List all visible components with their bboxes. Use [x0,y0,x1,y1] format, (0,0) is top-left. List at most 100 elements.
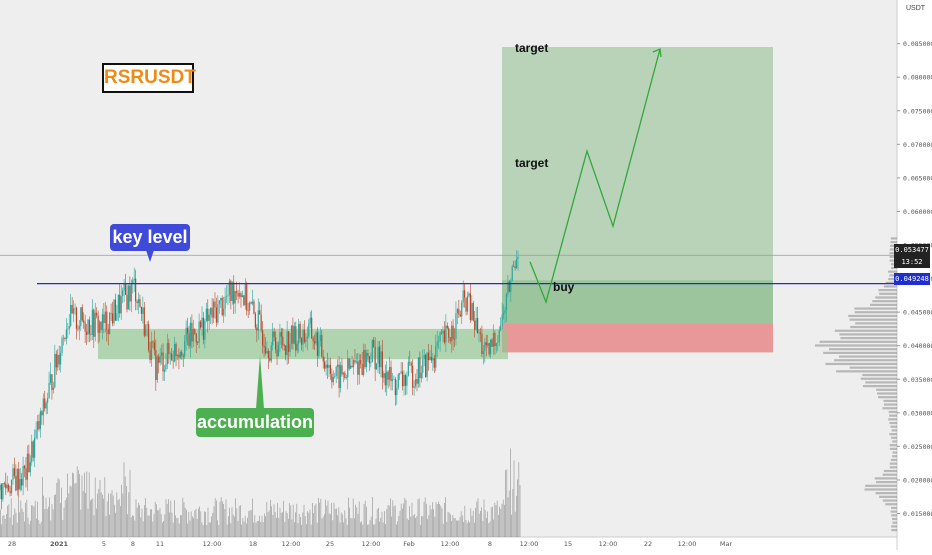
candle-body [159,355,161,363]
candle-body [303,329,306,343]
volume-bar [364,500,366,537]
volume-bar [75,482,77,537]
candle-body [495,343,497,347]
candle-body [218,300,220,305]
volume-bar [315,503,317,537]
volume-bar [228,516,229,537]
candle-body [337,364,339,367]
volume-bar [499,506,500,537]
volume-profile-bar [882,473,897,476]
y-tick-label: 0.025000 [903,443,932,451]
volume-bar [1,524,2,537]
candle-body [285,345,287,356]
volume-bar [456,520,457,537]
volume-bar [506,469,508,537]
volume-bar [513,460,515,537]
volume-bar [391,516,392,537]
volume-bar [97,493,98,537]
x-tick-label: 8 [488,540,492,548]
candle-body [107,329,109,335]
volume-profile-bar [872,300,897,303]
volume-bar [91,499,92,537]
candle-body [445,325,447,343]
volume-bar [292,504,294,537]
candle-body [262,330,264,346]
volume-profile-bar [882,499,897,502]
volume-bar [67,473,68,537]
candle-body [306,336,308,339]
volume-profile-bar [883,285,897,288]
y-tick-label: 0.080000 [903,74,932,82]
volume-bar [294,522,295,537]
volume-bar [277,503,278,537]
volume-bar [424,497,426,537]
volume-profile-bar [874,477,897,480]
candle-body [194,329,196,334]
volume-profile-bar [825,362,897,366]
candle-body [195,333,197,343]
volume-bar [405,499,407,537]
volume-bar [123,462,125,537]
volume-bar [213,506,215,537]
candle-body [373,340,375,347]
volume-bar [319,502,320,537]
candle-body [104,311,106,324]
candle-body [433,358,435,368]
candle-body [120,296,122,314]
volume-profile-bar [865,381,897,384]
volume-bar [18,497,19,537]
volume-bar [255,522,257,537]
volume-bar [230,523,232,537]
volume-bar [93,515,95,537]
volume-bar [300,517,301,537]
volume-bar [51,504,53,537]
volume-bar [147,515,149,537]
volume-bar [488,523,490,537]
candle-body [462,290,464,303]
volume-bar [82,491,84,537]
volume-bar [118,498,120,537]
volume-bar [12,524,13,537]
volume-bar [150,509,151,537]
candle-body [137,299,140,304]
candle-body [360,359,362,364]
candle-body [55,353,57,368]
volume-bar [10,498,12,537]
volume-bar [436,503,438,537]
candle-body [19,479,21,490]
volume-bar [225,499,227,537]
x-tick-label: 25 [326,540,334,548]
candle-body [192,329,194,342]
volume-profile-bar [850,325,897,329]
volume-bar [385,524,386,537]
candle-body [399,373,401,375]
volume-bar [376,509,378,537]
volume-profile-bar [891,514,897,517]
candle-body [237,292,239,297]
volume-bar [206,524,208,537]
volume-bar [189,520,191,537]
volume-bar [480,510,481,537]
volume-bar [387,505,389,537]
volume-bar [375,518,377,537]
candle-body [515,259,518,269]
volume-bar [193,518,194,537]
volume-bar [136,507,138,537]
volume-bar [390,498,391,537]
candle-body [289,344,291,352]
volume-bar [267,512,269,537]
volume-bar [342,514,343,537]
candle-body [364,349,366,368]
candle-body [410,363,412,366]
candle-body [221,298,223,316]
candle-body [479,332,482,334]
candle-body [378,346,381,368]
volume-bar [348,497,349,537]
candle-body [161,352,163,356]
volume-bar [282,512,283,537]
x-tick-label: 5 [102,540,106,548]
volume-bar [505,470,506,537]
candle-body [98,321,101,333]
